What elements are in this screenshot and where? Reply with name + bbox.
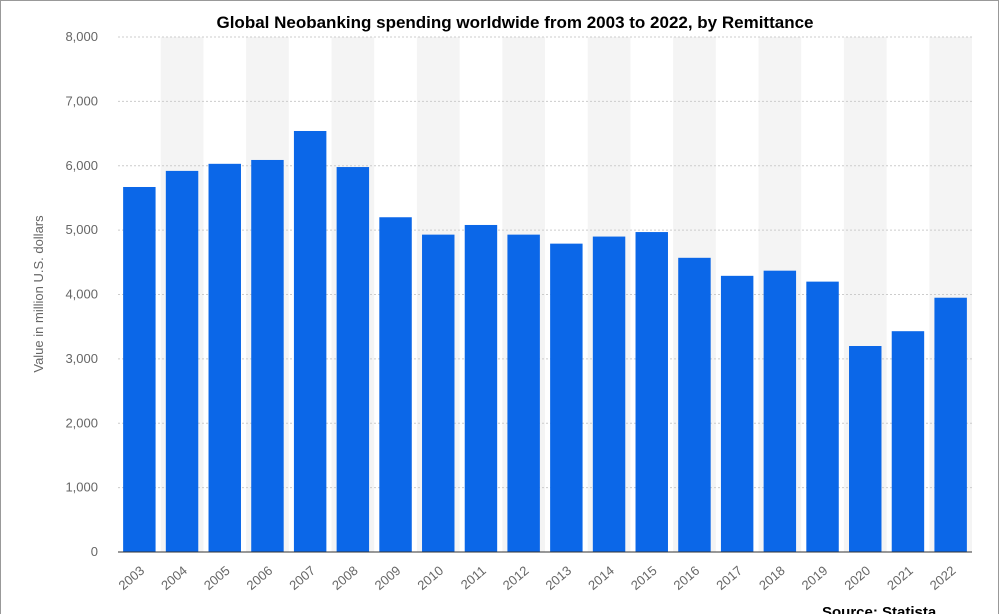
y-tick-label: 8,000	[65, 29, 98, 44]
y-tick-label: 6,000	[65, 158, 98, 173]
x-tick-label: 2013	[542, 563, 574, 593]
x-tick-label: 2019	[799, 563, 831, 593]
bar	[507, 234, 540, 552]
bar	[123, 186, 156, 552]
bar	[720, 275, 754, 552]
source: Source: Statista	[822, 604, 937, 614]
x-tick-label: 2021	[884, 563, 916, 593]
y-tick-label: 5,000	[65, 222, 98, 237]
y-tick-label: 3,000	[65, 351, 98, 366]
bar	[165, 170, 199, 552]
y-tick-label: 0	[91, 544, 98, 559]
x-tick-label: 2022	[927, 563, 959, 593]
y-tick-label: 2,000	[65, 415, 98, 430]
bar	[379, 217, 412, 552]
x-tick-label: 2010	[414, 563, 446, 593]
bar	[293, 130, 327, 553]
x-tick-label: 2018	[756, 563, 788, 593]
y-tick-label: 1,000	[65, 480, 98, 495]
x-tick-label: 2016	[671, 563, 703, 593]
x-tick-label: 2011	[458, 563, 489, 592]
x-tick-label: 2020	[841, 563, 873, 593]
bar	[336, 167, 370, 552]
bar	[550, 243, 583, 553]
x-tick-label: 2009	[372, 563, 404, 593]
y-tick-label: 7,000	[65, 93, 98, 108]
x-tick-label: 2005	[201, 563, 233, 593]
x-tick-label: 2003	[115, 563, 147, 593]
x-tick-label: 2014	[585, 563, 617, 593]
x-tick-label: 2017	[713, 563, 745, 593]
bar	[806, 281, 839, 552]
bar	[464, 224, 498, 552]
bar	[251, 159, 284, 553]
x-tick-label: 2012	[500, 563, 532, 593]
bar	[678, 257, 711, 552]
y-axis-label: Value in million U.S. dollars	[31, 215, 46, 373]
x-tick-label: 2007	[286, 563, 318, 593]
x-tick-label: 2015	[628, 563, 660, 593]
bar	[849, 346, 882, 552]
bar	[635, 232, 668, 552]
x-tick-label: 2008	[329, 563, 361, 593]
bar	[891, 331, 925, 552]
bar	[208, 163, 241, 552]
bar	[592, 236, 626, 552]
y-tick-label: 4,000	[65, 287, 98, 302]
chart-title: Global Neobanking spending worldwide fro…	[216, 13, 813, 32]
bar	[934, 297, 967, 552]
bar	[763, 270, 797, 552]
x-tick-label: 2006	[244, 563, 276, 593]
bar	[422, 234, 455, 552]
x-tick-label: 2004	[158, 563, 190, 593]
